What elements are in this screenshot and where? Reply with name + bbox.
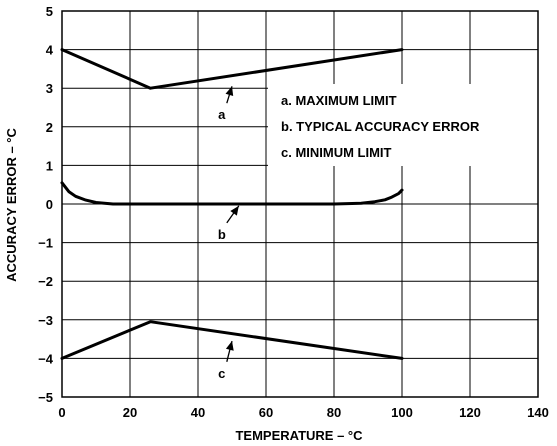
y-tick-label: 3 <box>46 81 53 96</box>
series-c-minimum-limit <box>60 320 404 360</box>
y-tick-label: −2 <box>38 274 53 289</box>
y-tick-label: −3 <box>38 313 53 328</box>
y-tick-label: −5 <box>38 390 53 405</box>
callout-label: c <box>218 366 225 381</box>
y-tick-label: 2 <box>46 120 53 135</box>
x-tick-label: 140 <box>527 405 549 420</box>
x-tick-label: 80 <box>327 405 341 420</box>
x-tick-label: 40 <box>191 405 205 420</box>
x-axis-title: TEMPERATURE – °C <box>235 428 363 443</box>
series-b-typical-error <box>60 181 404 206</box>
callout-arrowhead <box>230 205 239 216</box>
callout-arrowhead <box>225 86 234 97</box>
y-tick-label: 0 <box>46 197 53 212</box>
x-tick-label: 100 <box>391 405 413 420</box>
legend-entry: b. TYPICAL ACCURACY ERROR <box>281 119 480 134</box>
x-tick-label: 0 <box>58 405 65 420</box>
callout-arrowhead <box>225 341 234 351</box>
plot-frame-group <box>61 10 539 398</box>
y-tick-label: 5 <box>46 4 53 19</box>
callout-label: b <box>218 227 226 242</box>
y-tick-label: 1 <box>46 158 53 173</box>
plot-frame <box>61 10 539 398</box>
legend-entry: a. MAXIMUM LIMIT <box>281 93 397 108</box>
y-tick-label: 4 <box>46 43 54 58</box>
legend-entry: c. MINIMUM LIMIT <box>281 145 392 160</box>
legend: a. MAXIMUM LIMIT b. TYPICAL ACCURACY ERRO… <box>281 93 480 160</box>
x-tick-label: 20 <box>123 405 137 420</box>
y-axis-title: ACCURACY ERROR – °C <box>4 128 19 282</box>
y-tick-label: −1 <box>38 236 53 251</box>
series-a-maximum-limit <box>60 48 404 90</box>
series-group <box>60 48 404 360</box>
tick-labels: 0 20 40 60 80 100 120 140 5 4 3 2 1 0 −1 −2 −3 −4 −5 <box>38 4 549 420</box>
x-tick-label: 120 <box>459 405 481 420</box>
callout-label: a <box>218 107 226 122</box>
x-tick-label: 60 <box>259 405 273 420</box>
annotations: a b c <box>218 86 240 381</box>
y-tick-label: −4 <box>38 351 54 366</box>
